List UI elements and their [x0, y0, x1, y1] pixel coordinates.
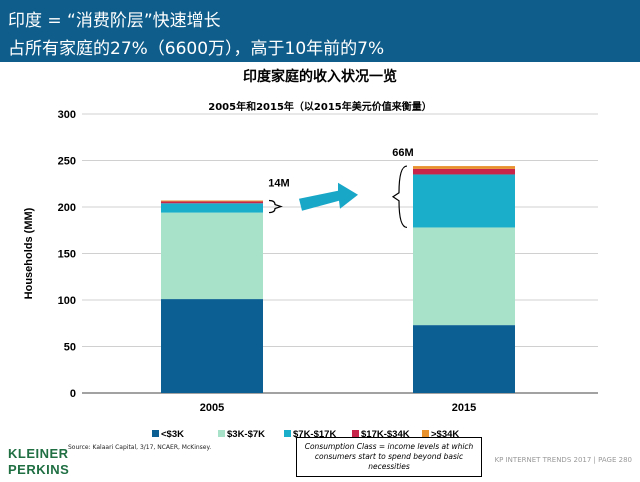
footer-text: KP INTERNET TRENDS 2017 | PAGE 280	[494, 456, 632, 464]
logo-line-1: KLEINER	[8, 446, 69, 461]
legend-swatch	[152, 430, 159, 437]
logo-line-2: PERKINS	[8, 462, 70, 477]
legend-label: $17K-$34K	[361, 429, 410, 440]
y-tick-label: 150	[58, 249, 76, 261]
source-note: Source: Kalaari Capital, 3/17, NCAER, Mc…	[68, 444, 212, 451]
legend-label: >$34K	[431, 429, 459, 440]
chart-title: 印度家庭的收入状况一览	[243, 69, 397, 85]
bar-segment	[413, 166, 515, 169]
headline: 印度 = “消费阶层”快速增长	[8, 11, 221, 31]
bar-segment	[161, 200, 263, 202]
y-tick-label: 250	[58, 156, 76, 168]
legend-swatch	[352, 430, 359, 437]
y-tick-label: 50	[64, 342, 76, 354]
y-tick-label: 300	[58, 109, 76, 121]
y-axis-label: Households (MM)	[23, 207, 35, 299]
legend-swatch	[422, 430, 429, 437]
bar-segment	[413, 168, 515, 175]
header-banner: 印度 = “消费阶层”快速增长 占所有家庭的27%（6600万），高于10年前的…	[0, 0, 640, 62]
annotation-label: 14M	[268, 178, 289, 190]
x-tick-label: 2005	[200, 402, 224, 414]
consumption-class-note: Consumption Class = income levels at whi…	[296, 437, 482, 477]
growth-arrow	[299, 182, 358, 211]
brace-2005	[268, 199, 283, 214]
x-tick-label: 2015	[452, 402, 476, 414]
legend-label: <$3K	[161, 429, 184, 440]
legend-swatch	[218, 430, 225, 437]
bar-segment	[413, 227, 515, 326]
bar-segment	[161, 212, 263, 300]
bar-segment	[413, 325, 515, 393]
bar-segment	[161, 201, 263, 204]
bar-segment	[161, 203, 263, 213]
legend-swatch	[284, 430, 291, 437]
y-tick-label: 0	[70, 388, 76, 400]
legend-label: $7K-$17K	[293, 429, 336, 440]
bar-segment	[413, 174, 515, 228]
y-tick-label: 100	[58, 295, 76, 307]
chart-subtitle: 2005年和2015年（以2015年美元价值来衡量）	[208, 102, 432, 113]
bar-segment	[161, 299, 263, 393]
legend-label: $3K-$7K	[227, 429, 265, 440]
annotation-label: 66M	[392, 147, 413, 159]
y-tick-label: 200	[58, 202, 76, 214]
subheadline: 占所有家庭的27%（6600万），高于10年前的7%	[8, 39, 385, 59]
brace-2015	[391, 165, 408, 229]
